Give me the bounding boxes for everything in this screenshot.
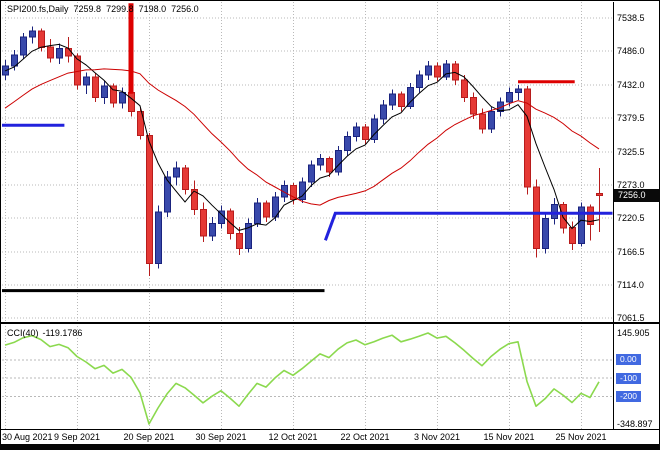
indicator-scale-max: 145.905	[617, 328, 650, 338]
time-axis-label: 22 Oct 2021	[340, 432, 390, 442]
time-axis-label: 30 Sep 2021	[195, 432, 247, 442]
indicator-scale-min: -348.897	[617, 419, 653, 429]
time-axis-label: 9 Sep 2021	[53, 432, 101, 442]
time-axis-label: 15 Nov 2021	[483, 432, 535, 442]
indicator-level-badge: 0.00	[616, 354, 641, 366]
price-axis-label: 7538.5	[617, 13, 645, 23]
indicator-value: -119.1786	[42, 328, 83, 338]
indicator-level-badge: -100	[616, 372, 642, 384]
time-axis-label: 3 Nov 2021	[413, 432, 461, 442]
price-axis-label: 7432.0	[617, 80, 645, 90]
price-axis-label: 7166.5	[617, 247, 645, 257]
time-axis-label: 12 Oct 2021	[268, 432, 318, 442]
time-axis-label: 25 Nov 2021	[555, 432, 607, 442]
ohlc-open: 7259.8	[73, 4, 102, 14]
current-price-badge: 7256.0	[614, 189, 660, 203]
time-axis-label: 20 Sep 2021	[123, 432, 175, 442]
time-axis-label: 30 Aug 2021	[2, 432, 53, 442]
window-bottom-edge	[0, 444, 660, 450]
price-axis-label: 7061.5	[617, 313, 645, 323]
price-axis-label: 7379.5	[617, 113, 645, 123]
chart-title: SPI200.fs,Daily 7259.8 7299.8 7198.0 7256.0	[7, 4, 204, 14]
ohlc-close: 7256.0	[171, 4, 199, 14]
indicator-label: CCI(40) -119.1786	[7, 328, 86, 338]
price-axis-label: 7220.5	[617, 213, 645, 223]
indicator-name: CCI(40)	[7, 328, 39, 338]
ohlc-high: 7299.8	[106, 4, 134, 14]
price-axis-label: 7486.0	[617, 46, 645, 56]
indicator-level-badge: -200	[616, 391, 642, 403]
price-axis-label: 7325.5	[617, 147, 645, 157]
symbol-period-label: SPI200.fs,Daily	[7, 4, 69, 14]
price-axis-label: 7273.0	[617, 180, 645, 190]
price-axis-label: 7114.0	[617, 280, 644, 290]
ohlc-low: 7198.0	[138, 4, 167, 14]
